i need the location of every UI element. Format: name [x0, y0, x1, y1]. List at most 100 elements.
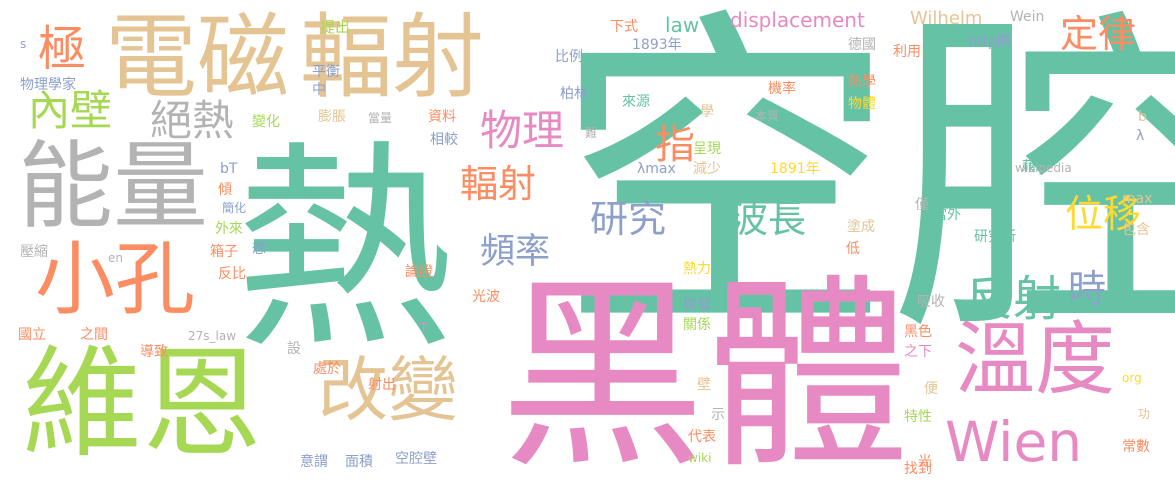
- cloud-word: 示: [711, 407, 725, 423]
- cloud-word: 相較: [430, 132, 458, 148]
- cloud-word: 下式: [610, 19, 638, 35]
- cloud-word: 黑體: [500, 258, 910, 482]
- cloud-word: 指: [655, 122, 695, 168]
- cloud-word: 內壁: [28, 86, 113, 135]
- cloud-word: 國立: [18, 327, 46, 343]
- cloud-word: 波長: [730, 197, 807, 241]
- cloud-word: λmax: [637, 161, 676, 177]
- cloud-word: 27s_law: [188, 329, 237, 343]
- cloud-word: 資料: [428, 109, 456, 125]
- cloud-word: wiki: [688, 451, 712, 465]
- cloud-word: 代表: [688, 429, 716, 445]
- cloud-word: 1893年: [632, 37, 682, 53]
- cloud-word: 極: [38, 21, 87, 77]
- cloud-word: 想: [252, 241, 266, 257]
- cloud-word: 膨脹: [318, 109, 346, 125]
- cloud-word: 箱子: [210, 244, 238, 260]
- cloud-word: bT: [220, 161, 238, 177]
- cloud-word: 意謂: [300, 454, 328, 470]
- cloud-word: 包含: [1122, 222, 1150, 238]
- cloud-word: 空腔: [555, 0, 1175, 378]
- cloud-word: 溫度: [955, 313, 1115, 406]
- cloud-word: 論證: [405, 264, 433, 280]
- cloud-word: 減少: [693, 161, 721, 177]
- cloud-word: 空腔壁: [395, 451, 437, 467]
- cloud-word: 輻射: [460, 162, 537, 206]
- cloud-word: 輻射: [300, 4, 485, 111]
- cloud-word: 熱學: [848, 74, 876, 90]
- cloud-word: 傾: [218, 182, 232, 198]
- cloud-word: 黑色: [904, 324, 932, 340]
- cloud-word: 便: [924, 381, 938, 397]
- cloud-word: 處於: [313, 361, 341, 377]
- cloud-word: 當外: [933, 207, 961, 223]
- cloud-word: λ: [1136, 128, 1145, 144]
- cloud-word: 壓縮: [20, 244, 48, 260]
- cloud-word: 找到: [904, 461, 932, 477]
- cloud-word: Wilhelm: [910, 8, 983, 29]
- cloud-word: 壁: [697, 377, 711, 393]
- cloud-word: 射出: [368, 377, 396, 393]
- cloud-word: law: [665, 13, 700, 37]
- cloud-word: 光波: [472, 289, 500, 305]
- cloud-word: 光: [918, 454, 932, 470]
- cloud-word: 定律: [1060, 12, 1137, 56]
- cloud-word: 機率: [768, 81, 796, 97]
- cloud-word: 僅: [915, 197, 929, 213]
- cloud-word: 反比: [218, 266, 246, 282]
- cloud-word: 設: [287, 341, 301, 357]
- cloud-word: 之下: [904, 344, 932, 360]
- cloud-word: s: [20, 37, 27, 51]
- cloud-word: 本質: [755, 109, 780, 123]
- cloud-word: en: [108, 251, 123, 265]
- cloud-word: 簡化: [222, 201, 247, 215]
- cloud-word: 常數: [1122, 439, 1150, 455]
- cloud-word: 熱: [235, 122, 456, 378]
- cloud-word: 1891年: [770, 161, 820, 177]
- cloud-word: Wein: [1010, 9, 1045, 25]
- cloud-word: 塗成: [847, 219, 875, 235]
- cloud-word: 提出: [320, 18, 351, 36]
- cloud-word: 中: [312, 82, 326, 98]
- cloud-word: 難: [585, 126, 598, 140]
- cloud-word: http開: [968, 34, 1011, 50]
- cloud-word: T: [420, 321, 428, 335]
- cloud-word: 時: [1068, 267, 1107, 311]
- cloud-word: 研究所: [974, 229, 1016, 245]
- cloud-word: 小孔: [35, 233, 195, 326]
- cloud-word: 學: [700, 104, 714, 120]
- cloud-word: 研究: [590, 197, 667, 241]
- cloud-word: 熱力: [683, 261, 711, 277]
- cloud-word: wikipedia: [1015, 161, 1072, 175]
- cloud-word: org: [1122, 371, 1142, 385]
- cloud-word: 功: [1138, 407, 1151, 421]
- cloud-word: 利用: [893, 44, 921, 60]
- cloud-word: displacement: [730, 8, 865, 32]
- cloud-word: 導致: [140, 344, 168, 360]
- cloud-word: 能量: [18, 132, 209, 242]
- cloud-word: 低: [846, 241, 860, 257]
- cloud-word: 藉: [1022, 159, 1036, 175]
- cloud-word: 外來: [215, 221, 243, 237]
- cloud-word: max: [1122, 191, 1153, 207]
- cloud-word: 比例: [555, 49, 583, 65]
- cloud-word: 位移: [1065, 192, 1142, 236]
- cloud-word: 電磁: [105, 4, 290, 111]
- cloud-word: 來源: [622, 94, 650, 110]
- cloud-word: 德國: [848, 37, 876, 53]
- cloud-word: 物理學家: [20, 77, 76, 93]
- cloud-word: 平衡: [312, 64, 340, 80]
- cloud-word: 物理: [480, 106, 565, 155]
- cloud-word: b: [1138, 109, 1147, 125]
- cloud-word: 特性: [904, 409, 932, 425]
- cloud-word: 變化: [252, 114, 280, 130]
- cloud-word: 關係: [683, 317, 711, 333]
- cloud-word: 頻率: [480, 232, 551, 272]
- cloud-word: 面積: [345, 454, 373, 470]
- cloud-word: 柏林: [560, 86, 588, 102]
- cloud-word: 模擬: [683, 297, 711, 313]
- cloud-word: 絕熱: [150, 96, 235, 145]
- cloud-word: 改變: [318, 349, 458, 431]
- cloud-word: 呈現: [693, 141, 721, 157]
